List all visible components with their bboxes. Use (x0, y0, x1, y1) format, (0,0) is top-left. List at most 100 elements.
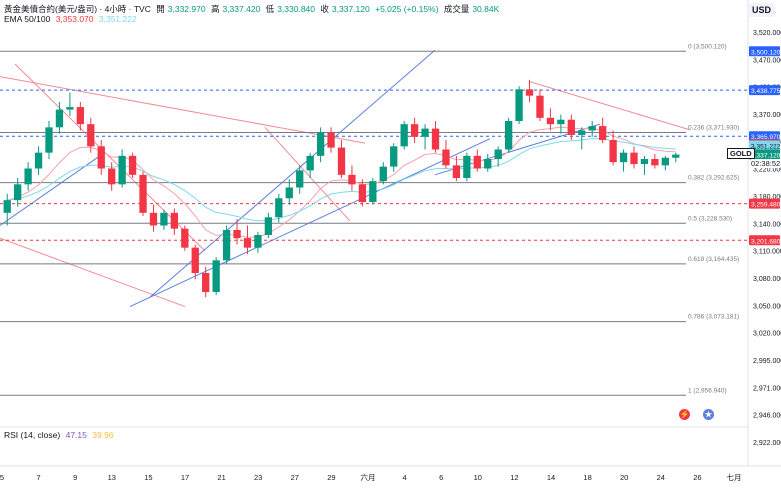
x-tick-label: 10 (474, 473, 482, 482)
candle-body (515, 89, 523, 121)
candle-body (97, 146, 105, 169)
candle-body (369, 181, 377, 203)
price-badges: 3,500.120 3,438.775 3,365.970 3,259.480 3,20… (749, 46, 781, 246)
x-tick-label: 23 (254, 473, 262, 482)
candle-body (379, 166, 387, 182)
candle-body (108, 168, 116, 185)
candle-body (473, 155, 481, 169)
candle-body (243, 238, 252, 248)
price-badge-box (749, 140, 780, 151)
ema100-value: 3,351.222 (98, 14, 137, 24)
candle-body (598, 126, 607, 140)
up-trendline (0, 155, 101, 226)
x-tick-label: 29 (327, 473, 335, 482)
x-tick-label: 15 (144, 473, 152, 482)
candle-body (421, 128, 429, 137)
candle-body (609, 140, 617, 163)
x-tick-label: 6 (439, 473, 443, 482)
price-badge-label: 3,438.775 (751, 88, 781, 95)
candle-body (337, 147, 346, 175)
currency-button[interactable]: USD (747, 3, 775, 17)
fib-level-label: 0.382 (3,292.625) (688, 175, 739, 182)
fib-level-label: 1 (2,956.940) (688, 387, 727, 394)
candle-body (640, 159, 649, 165)
bar-countdown: 02:38:52 (751, 159, 781, 169)
candle-body (170, 212, 179, 229)
candle-body (34, 152, 43, 169)
x-tick-label: 12 (510, 473, 518, 482)
rsi-label: RSI (14, close) (4, 430, 61, 440)
price-badge-label: 3,337.120 (751, 152, 781, 159)
ema50-value: 3,353.070 (55, 14, 94, 24)
open-value: 3,332.970 (167, 4, 206, 14)
fib-level-label: 0.236 (3,371.930) (688, 124, 739, 131)
candle-body (651, 159, 659, 166)
ema-legend[interactable]: EMA 50/100 3,353.070 3,351.222 (4, 14, 140, 24)
us-flag-icon[interactable]: ★ (703, 409, 714, 420)
candle-body (672, 154, 680, 158)
candle-body (504, 121, 513, 150)
y-tick-label: 2,946.000 (753, 413, 781, 420)
y-tick-label: 3,020.000 (753, 331, 781, 338)
x-tick-label: 14 (547, 473, 555, 482)
price-badge-box (749, 85, 780, 96)
price-badge-box (749, 46, 780, 57)
y-tick-label: 3,220.000 (753, 167, 781, 174)
candle-body (567, 119, 575, 135)
candle-body (149, 212, 158, 226)
candle-body (557, 119, 565, 125)
candle-body (275, 198, 283, 218)
fib-level-label: 0.618 (3,164.435) (688, 256, 739, 263)
y-tick-label: 3,050.000 (753, 303, 781, 310)
candle-body (222, 229, 231, 261)
price-badge-label: 3,351.222 (751, 144, 781, 151)
high-value: 3,337.420 (222, 4, 261, 14)
y-tick-label: 3,180.000 (753, 194, 781, 201)
change-value: +5.025 (+0.15%) (375, 4, 439, 14)
low-label: 低 (265, 4, 275, 14)
volume-label: 成交量 (443, 4, 470, 14)
candle-body (191, 247, 199, 273)
x-tick-label: 21 (217, 473, 225, 482)
candle-body (160, 212, 168, 226)
candle-body (619, 152, 628, 163)
candle-body (254, 235, 262, 248)
candle-body (76, 107, 85, 125)
down-trendline (264, 126, 351, 222)
candle-body (525, 89, 534, 96)
price-badge-box (749, 235, 780, 246)
candle-body (400, 124, 408, 147)
candle-body (348, 174, 356, 185)
x-tick-label: 27 (291, 473, 299, 482)
fib-level-label: 0.786 (3,073.181) (688, 314, 739, 321)
x-tick-label: 26 (693, 473, 701, 482)
y-tick-label: 3,110.000 (753, 249, 781, 256)
price-badge-box (749, 149, 780, 160)
x-tick-label: 24 (657, 473, 665, 482)
x-tick-label: 4 (403, 473, 407, 482)
candle-body (578, 130, 586, 135)
ema-label: EMA 50/100 (4, 14, 51, 24)
y-tick-label: 3,140.000 (753, 221, 781, 228)
x-tick-label: 20 (620, 473, 628, 482)
candle-body (128, 155, 137, 175)
candle-body (285, 187, 293, 199)
candle-body (661, 157, 669, 166)
candle-body (264, 217, 273, 235)
candle-body (55, 109, 64, 128)
symbol-line: 黃金美債合約(美元/盎司) · 4小時 · TVC (4, 4, 151, 14)
candle-body (358, 184, 367, 203)
candle-body (45, 127, 53, 153)
candle-body (87, 124, 95, 147)
price-badge-label: 3,201.680 (751, 238, 781, 245)
y-tick-label: 2,971.000 (753, 385, 781, 392)
volume-value: 30.84K (472, 4, 500, 14)
x-tick-label: 七月 (727, 473, 742, 482)
rsi-legend[interactable]: RSI (14, close) 47.15 39.96 (4, 430, 117, 440)
candle-body (139, 174, 147, 213)
event-flag-icon[interactable]: ⚡ (679, 409, 690, 420)
close-value: 3,337.120 (331, 4, 370, 14)
candle-body (306, 155, 314, 171)
